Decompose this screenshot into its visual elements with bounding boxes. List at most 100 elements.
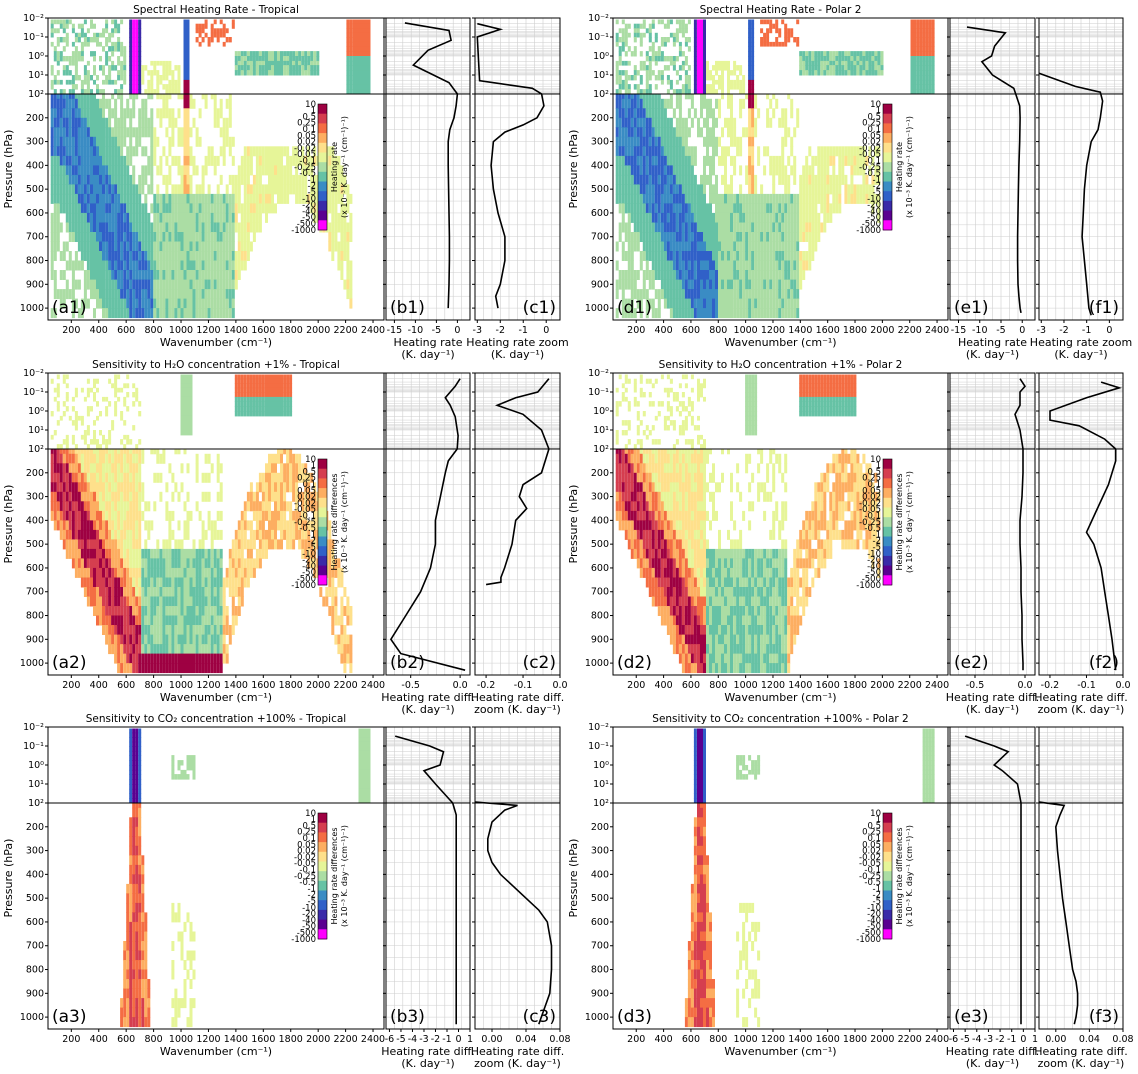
heatmap-cell [71, 174, 75, 185]
heatmap-cell [222, 289, 226, 300]
heatmap-cell [331, 251, 335, 261]
heatmap-cell [111, 222, 115, 233]
heatmap-cell [210, 308, 214, 319]
heatmap-cell [787, 28, 791, 34]
heatmap-cell [207, 241, 211, 252]
heatmap-cell [703, 75, 706, 81]
heatmap-cell [313, 184, 317, 195]
heatmap-cell [80, 548, 84, 559]
heatmap-cell [666, 146, 670, 157]
heatmap-cell [168, 165, 172, 176]
heatmap-cell [162, 65, 166, 71]
heatmap-cell [117, 260, 121, 271]
heatmap-cell [159, 60, 163, 66]
heatmap-cell [117, 308, 121, 319]
heatmap-cell [129, 449, 133, 455]
heatmap-cell [928, 65, 932, 71]
heatmap-cell [77, 155, 81, 166]
heatmap-cell [328, 184, 332, 195]
heatmap-cell [171, 89, 175, 95]
heatmap-cell [183, 165, 187, 176]
heatmap-cell [712, 84, 715, 90]
heatmap-cell [669, 127, 673, 138]
heatmap-cell [93, 270, 96, 280]
heatmap-cell [364, 84, 368, 90]
colorbar-tick-label: -50 [302, 213, 316, 223]
heatmap-cell [168, 298, 172, 309]
heatmap-cell [80, 298, 84, 309]
heatmap-cell [931, 65, 935, 71]
heatmap-cell [53, 203, 57, 214]
heatmap-cell [700, 94, 703, 100]
heatmap-cell [144, 65, 148, 71]
y-tick-label: 200 [591, 113, 609, 124]
heatmap-cell [340, 251, 344, 261]
heatmap-cell [186, 94, 190, 100]
heatmap-cell [129, 94, 133, 100]
heatmap-cell [697, 232, 700, 242]
heatmap-cell [156, 251, 160, 261]
heatmap-cell [654, 136, 658, 147]
heatmap-cell [102, 193, 105, 204]
heatmap-cell [700, 19, 703, 25]
heatmap-cell [928, 23, 932, 29]
heatmap-cell [138, 108, 142, 119]
heatmap-cell [355, 84, 359, 90]
heatmap-cell [171, 136, 175, 147]
colorbar-tick-label: 10 [305, 100, 316, 110]
heatmap-cell [120, 548, 124, 559]
heatmap-cell [99, 548, 102, 559]
heatmap-cell [198, 136, 202, 147]
heatmap-cell [826, 165, 830, 176]
heatmap-cell [624, 108, 628, 119]
heatmap-cell [621, 98, 625, 109]
heatmap-cell [847, 60, 851, 66]
heatmap-cell [117, 529, 121, 540]
heatmap-cell [642, 212, 646, 223]
heatmap-cell [784, 298, 788, 309]
heatmap-cell [663, 155, 667, 166]
heatmap-cell [96, 520, 99, 531]
heatmap-cell [775, 203, 779, 214]
heatmap-cell [243, 165, 247, 176]
heatmap-cell [361, 19, 365, 25]
heatmap-cell [56, 222, 60, 233]
heatmap-cell [678, 289, 682, 300]
heatmap-cell [856, 70, 860, 76]
heatmap-cell [71, 136, 75, 147]
heatmap-cell [80, 46, 84, 52]
heatmap-cell [814, 212, 818, 223]
heatmap-cell [126, 260, 130, 271]
heatmap-cell [835, 65, 839, 71]
heatmap-cell [117, 634, 121, 645]
heatmap-cell [120, 653, 124, 664]
heatmap-cell [697, 32, 700, 38]
heatmap-cell [174, 212, 178, 223]
heatmap-cell [787, 308, 791, 319]
heatmap-cell [304, 184, 308, 195]
heatmap-cell [733, 155, 737, 166]
heatmap-cell [189, 270, 193, 280]
heatmap-cell [844, 56, 848, 62]
heatmap-cell [742, 89, 746, 95]
heatmap-cell [126, 653, 130, 664]
heatmap-cell [117, 212, 121, 223]
heatmap-cell [645, 184, 649, 195]
heatmap-cell [165, 108, 169, 119]
heatmap-cell [624, 23, 628, 29]
heatmap-cell [763, 41, 767, 47]
heatmap-cell [931, 37, 935, 43]
heatmap-cell [138, 136, 142, 147]
heatmap-cell [910, 65, 914, 71]
heatmap-cell [80, 174, 84, 185]
heatmap-cell [817, 60, 821, 66]
heatmap-cell [126, 587, 130, 597]
heatmap-cell [706, 127, 709, 138]
heatmap-cell [298, 184, 302, 195]
heatmap-cell [65, 19, 69, 25]
heatmap-cell [255, 65, 259, 71]
heatmap-cell [307, 193, 311, 204]
heatmap-cell [693, 41, 697, 47]
heatmap-cell [105, 117, 109, 128]
heatmap-cell [748, 193, 752, 204]
